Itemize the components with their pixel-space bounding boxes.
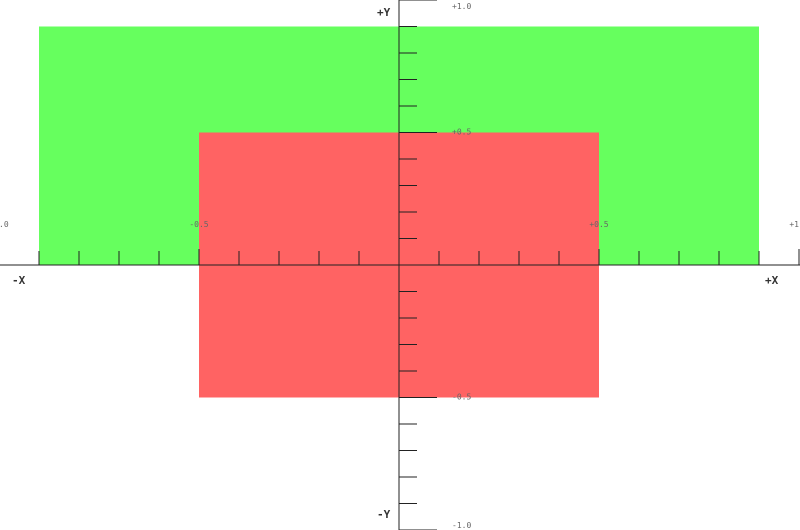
pos-y-axis-label: +Y <box>377 6 391 19</box>
x-tick-label: -0.5 <box>189 220 208 229</box>
y-tick-label: -1.0 <box>452 521 471 530</box>
x-tick-label: +0.5 <box>589 220 608 229</box>
x-tick-label: +1.0 <box>789 220 800 229</box>
y-tick-label: -0.5 <box>452 393 471 402</box>
neg-y-axis-label: -Y <box>377 508 391 521</box>
neg-x-axis-label: -X <box>12 274 26 287</box>
y-tick-label: +0.5 <box>452 128 471 137</box>
y-tick-label: +1.0 <box>452 2 471 11</box>
x-tick-label: -1.0 <box>0 220 9 229</box>
pos-x-axis-label: +X <box>765 274 779 287</box>
